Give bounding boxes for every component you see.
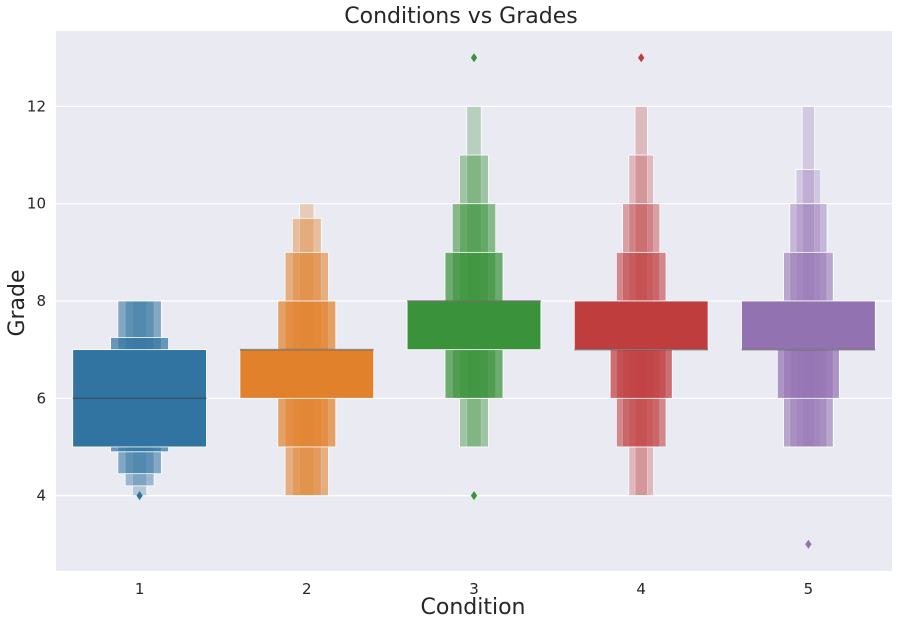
x-tick-labels: 1 2 3 4 5	[135, 580, 813, 598]
boxen-group-3	[406, 106, 542, 448]
boxen-box	[741, 300, 876, 351]
x-tick-label: 1	[135, 580, 145, 598]
x-tick-label: 2	[302, 580, 312, 598]
y-tick-label: 6	[36, 389, 46, 407]
boxen-group-2	[239, 203, 375, 496]
x-tick-label: 4	[636, 580, 646, 598]
x-axis-label: Condition	[421, 595, 526, 620]
boxen-group-5	[741, 106, 876, 448]
boxen-box	[239, 349, 375, 399]
y-axis-label: Grade	[5, 269, 30, 336]
x-tick-label: 3	[469, 580, 479, 598]
y-tick-label: 10	[27, 195, 46, 213]
boxen-group-1	[72, 300, 207, 496]
boxen-box	[406, 300, 542, 351]
boxen-box	[573, 300, 709, 351]
y-tick-label: 12	[27, 97, 46, 115]
outlier-point	[638, 53, 645, 63]
y-tick-label: 8	[36, 292, 46, 310]
chart-title: Conditions vs Grades	[344, 4, 577, 29]
y-tick-label: 4	[36, 487, 46, 505]
boxen-group-4	[573, 106, 709, 496]
outlier-point	[470, 53, 478, 63]
x-tick-label: 5	[804, 580, 814, 598]
outlier-point	[805, 539, 812, 549]
y-tick-labels: 4 6 8 10 12	[27, 97, 46, 504]
outlier-points	[136, 53, 812, 549]
outlier-point	[136, 491, 143, 501]
outlier-point	[470, 491, 478, 501]
boxen-series	[72, 106, 876, 496]
